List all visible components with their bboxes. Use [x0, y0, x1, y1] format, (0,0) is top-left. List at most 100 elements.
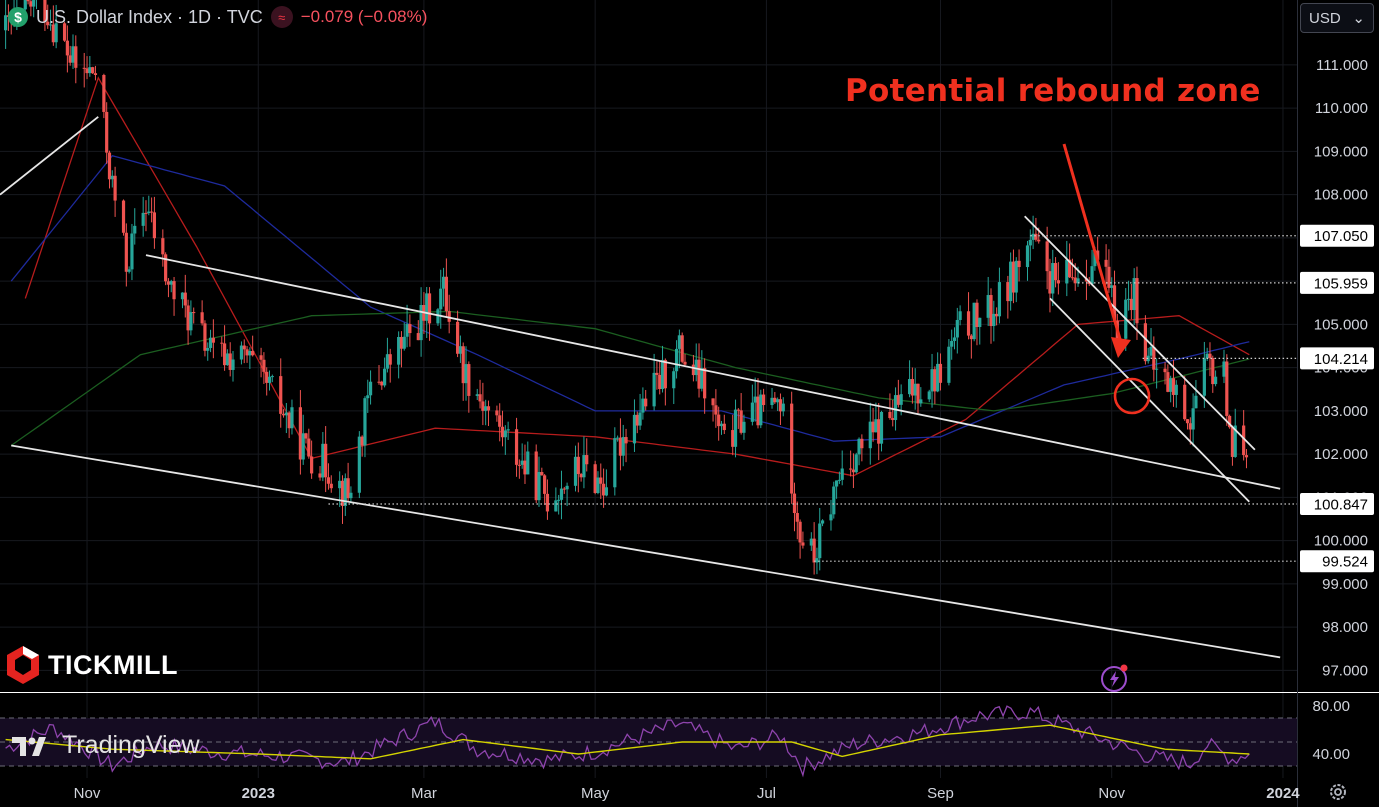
time-axis[interactable]: Nov 2023 Mar May Jul Sep Nov 2024: [74, 785, 1301, 802]
tickmill-mark-icon: [7, 646, 39, 684]
candle-body: [281, 413, 286, 416]
currency-select[interactable]: USD ⌄: [1300, 3, 1374, 33]
candle-body: [500, 426, 505, 438]
candle-body: [467, 364, 471, 396]
candle-body: [638, 412, 642, 426]
candle-body: [321, 443, 325, 478]
candle-body: [879, 411, 884, 444]
candle-body: [405, 324, 409, 337]
candle-body: [559, 488, 564, 500]
candle-body: [326, 477, 331, 484]
candle-body: [1053, 263, 1058, 281]
candle-body: [683, 361, 687, 365]
candle-body: [731, 430, 735, 447]
candle-body: [1143, 323, 1148, 362]
candle-body: [593, 464, 597, 494]
candle-body: [913, 383, 917, 396]
candle-body: [969, 335, 973, 340]
time-tick-label: May: [581, 785, 610, 802]
candle-body: [475, 394, 479, 396]
candle-body: [23, 0, 27, 10]
candle-body: [703, 368, 707, 399]
candle-body: [719, 423, 724, 427]
candle-body: [1110, 285, 1114, 288]
candle-body: [1183, 384, 1187, 420]
candle-body: [301, 433, 305, 460]
candle-body: [736, 409, 740, 411]
candle-body: [557, 499, 561, 501]
currency-value: USD: [1309, 9, 1341, 27]
candle-body: [621, 437, 625, 456]
candle-body: [91, 67, 95, 74]
candle-body: [854, 454, 858, 473]
rsi-line: [5, 705, 1250, 778]
candle-body: [68, 55, 72, 63]
chevron-down-icon: ⌄: [1352, 10, 1365, 27]
candle-body: [958, 311, 962, 320]
symbol-header[interactable]: $ U.S. Dollar Index · 1D · TVC ≈ −0.079 …: [8, 5, 427, 29]
price-label-text: 100.847: [1314, 496, 1368, 513]
time-tick-label: Nov: [74, 785, 101, 802]
candle-body: [29, 1, 33, 7]
moving-average-line: [24, 76, 1250, 477]
rebound-zone-circle: [1113, 377, 1151, 415]
candle-body: [947, 346, 951, 383]
candle-body: [792, 493, 797, 514]
alert-bolt-icon[interactable]: [1100, 663, 1130, 693]
candles: [4, 0, 1249, 575]
moving-averages: [10, 76, 1250, 477]
candle-body: [290, 407, 294, 429]
candle-body: [599, 477, 603, 484]
candle-body: [172, 281, 176, 300]
candle-body: [1107, 266, 1111, 288]
candle-body: [248, 350, 252, 356]
candle-body: [1070, 277, 1075, 279]
candle-body: [877, 419, 881, 444]
candle-body: [700, 368, 704, 389]
price-tick-label: 105.000: [1314, 316, 1368, 333]
candle-body: [318, 473, 322, 478]
candle-body: [714, 405, 718, 415]
candle-body: [239, 345, 244, 360]
candle-body: [514, 429, 519, 465]
symbol-title[interactable]: U.S. Dollar Index · 1D · TVC: [36, 6, 263, 27]
candle-body: [543, 475, 547, 494]
price-axis[interactable]: 111.000110.000109.000108.000107.000106.0…: [1300, 57, 1374, 763]
trendlines: [0, 116, 1281, 659]
candle-body: [439, 288, 443, 310]
candle-body: [966, 311, 971, 336]
price-label-box: [1300, 347, 1374, 370]
candle-body: [989, 295, 993, 327]
trendline: [1024, 215, 1256, 451]
candle-body: [26, 0, 30, 2]
candle-body: [1174, 384, 1178, 395]
candle-body: [133, 225, 137, 234]
candle-body: [733, 409, 738, 447]
candle-body: [121, 200, 126, 233]
candle-body: [284, 412, 288, 416]
candle-body: [478, 394, 482, 402]
candle-body: [189, 312, 193, 331]
candle-body: [930, 369, 934, 392]
candle-body: [756, 396, 760, 426]
candle-body: [1149, 346, 1153, 356]
candle-body: [585, 455, 589, 465]
candle-body: [891, 418, 895, 421]
tradingview-wordmark: TradingView: [62, 731, 200, 759]
candle-body: [110, 175, 114, 180]
candle-body: [722, 423, 726, 431]
candle-body: [93, 73, 98, 75]
candle-body: [46, 21, 50, 26]
settings-gear-icon[interactable]: [1328, 782, 1348, 802]
candle-body: [520, 460, 524, 465]
candle-body: [343, 478, 347, 506]
candle-body: [798, 521, 802, 543]
candle-body: [4, 15, 8, 31]
price-label-box: [1300, 550, 1374, 573]
candle-body: [203, 323, 207, 351]
candle-body: [1034, 233, 1038, 240]
candle-body: [927, 391, 931, 400]
candle-body: [1048, 271, 1052, 294]
indicator-icon[interactable]: ≈: [270, 6, 293, 28]
